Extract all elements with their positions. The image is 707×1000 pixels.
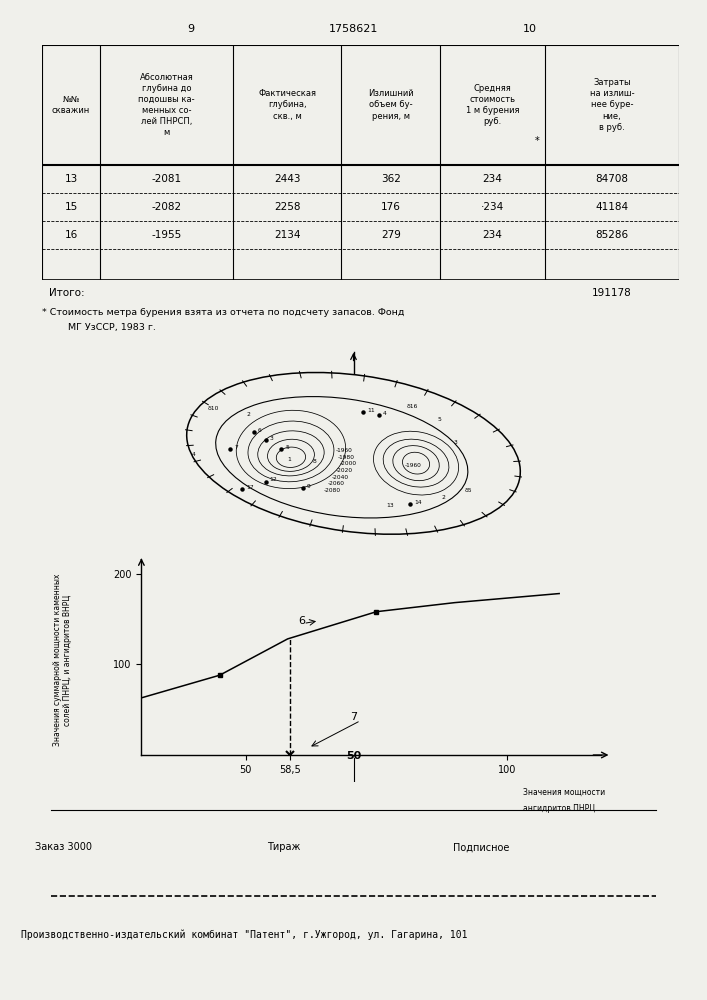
Text: Заказ 3000: Заказ 3000 [35, 842, 91, 852]
Text: 279: 279 [381, 230, 401, 240]
Text: -2081: -2081 [151, 174, 182, 184]
Text: 16: 16 [64, 230, 78, 240]
Text: 13: 13 [64, 174, 78, 184]
Text: 1: 1 [287, 457, 291, 462]
Text: 4: 4 [382, 411, 387, 416]
Text: 17: 17 [246, 485, 254, 490]
Text: δ5: δ5 [465, 488, 472, 493]
Text: 176: 176 [381, 202, 401, 212]
Text: Тираж: Тираж [267, 842, 300, 852]
Text: δ10: δ10 [208, 406, 219, 411]
Text: 12: 12 [269, 477, 277, 482]
Text: 2258: 2258 [274, 202, 300, 212]
Text: 13: 13 [387, 503, 395, 508]
Text: 6: 6 [258, 428, 262, 433]
Text: -2040: -2040 [332, 475, 349, 480]
Text: 7: 7 [234, 445, 238, 450]
Text: 50: 50 [346, 751, 361, 761]
Text: 7: 7 [350, 712, 358, 722]
Text: Излишний
объем бу-
рения, м: Излишний объем бу- рения, м [368, 89, 414, 121]
Text: Фактическая
глубина,
скв., м: Фактическая глубина, скв., м [258, 89, 317, 121]
Text: -2082: -2082 [151, 202, 182, 212]
Text: 84708: 84708 [595, 174, 629, 184]
Text: 8: 8 [312, 459, 316, 464]
Text: 10: 10 [523, 24, 537, 34]
Text: δ16: δ16 [407, 404, 418, 409]
Text: 85286: 85286 [595, 230, 629, 240]
Text: 5: 5 [438, 417, 441, 422]
Text: 3: 3 [269, 436, 273, 441]
Text: 6: 6 [298, 616, 305, 626]
Text: -2000: -2000 [340, 461, 357, 466]
Text: 191178: 191178 [592, 288, 632, 298]
Text: 9: 9 [187, 24, 194, 34]
Text: ·234: ·234 [481, 202, 504, 212]
Text: Абсолютная
глубина до
подошвы ка-
менных со-
лей ПНРСП,
м: Абсолютная глубина до подошвы ка- менных… [138, 73, 195, 137]
Text: Значения мощности: Значения мощности [522, 788, 604, 797]
Text: -1960: -1960 [336, 448, 353, 453]
Text: 3: 3 [453, 440, 457, 445]
Text: *: * [534, 136, 539, 146]
Text: 234: 234 [483, 174, 503, 184]
Text: Итого:: Итого: [49, 288, 84, 298]
Text: Затраты
на излиш-
нее буре-
ние,
в руб.: Затраты на излиш- нее буре- ние, в руб. [590, 78, 634, 132]
Text: 41184: 41184 [595, 202, 629, 212]
Text: 1758621: 1758621 [329, 24, 378, 34]
Text: 234: 234 [483, 230, 503, 240]
Text: 2: 2 [246, 412, 250, 417]
Text: 9: 9 [307, 484, 310, 489]
Text: 2443: 2443 [274, 174, 300, 184]
Text: 2: 2 [441, 495, 445, 500]
Text: -1960: -1960 [404, 463, 421, 468]
Text: Значения суммарной мощности каменных
солей ПНРЦ, и ангидритов ВНРЦ: Значения суммарной мощности каменных сол… [52, 574, 72, 746]
Text: -1955: -1955 [151, 230, 182, 240]
Text: -2020: -2020 [336, 468, 353, 473]
Text: 4: 4 [192, 452, 195, 457]
Text: -2080: -2080 [325, 488, 341, 493]
Text: 15: 15 [64, 202, 78, 212]
Text: Средняя
стоимость
1 м бурения
руб.: Средняя стоимость 1 м бурения руб. [466, 84, 520, 126]
Text: Подписное: Подписное [453, 842, 510, 852]
Text: №№
скважин: №№ скважин [52, 95, 90, 115]
Text: ангидритов ПНРЦ: ангидритов ПНРЦ [522, 804, 595, 813]
Text: 362: 362 [381, 174, 401, 184]
Text: Производственно-издательский комбинат "Патент", г.Ужгород, ул. Гагарина, 101: Производственно-издательский комбинат "П… [21, 930, 468, 940]
Text: 5: 5 [285, 445, 289, 450]
Text: 14: 14 [414, 500, 421, 505]
Text: 2134: 2134 [274, 230, 300, 240]
Text: 11: 11 [367, 408, 375, 413]
Text: -1980: -1980 [338, 455, 355, 460]
Text: МГ УзССР, 1983 г.: МГ УзССР, 1983 г. [68, 323, 156, 332]
Text: -2060: -2060 [328, 481, 345, 486]
Text: * Стоимость метра бурения взята из отчета по подсчету запасов. Фонд: * Стоимость метра бурения взята из отчет… [42, 308, 405, 317]
